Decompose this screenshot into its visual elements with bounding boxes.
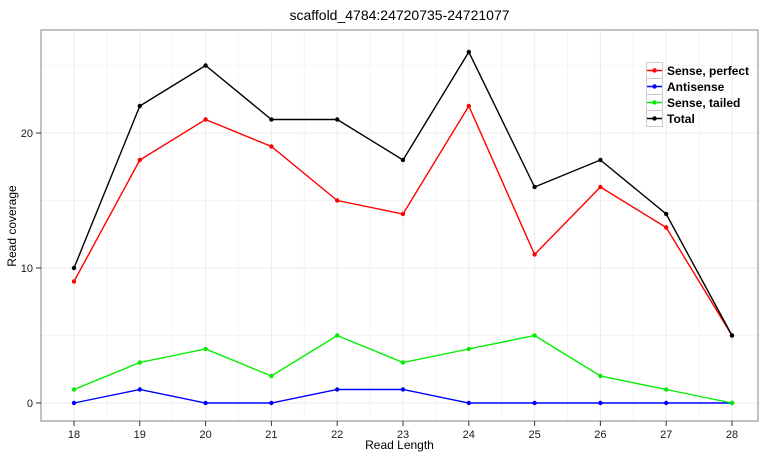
data-point	[466, 346, 471, 352]
data-point	[269, 144, 274, 149]
data-point	[598, 157, 603, 163]
x-tick-label: 28	[726, 429, 738, 441]
x-tick-label: 23	[397, 429, 409, 441]
legend-label: Sense, tailed	[667, 95, 741, 110]
data-point	[137, 157, 142, 163]
panel-border	[40, 29, 759, 422]
series-points-total	[71, 49, 735, 338]
axis-ticks	[36, 132, 733, 426]
legend-item: Sense, tailed	[646, 94, 749, 111]
data-point	[664, 387, 669, 392]
y-tick-label: 10	[21, 263, 33, 275]
data-point	[532, 333, 537, 338]
x-tick-label: 26	[594, 429, 606, 441]
data-point	[269, 373, 274, 379]
data-point	[335, 333, 340, 338]
legend-label: Total	[667, 111, 695, 126]
data-point	[137, 360, 142, 365]
data-point	[71, 265, 77, 271]
legend-key-glyph	[647, 68, 662, 73]
legend-key-antisense	[646, 78, 663, 95]
data-point	[400, 360, 406, 365]
data-point	[203, 117, 208, 122]
data-point	[729, 400, 735, 406]
data-point	[400, 157, 406, 163]
data-point	[203, 346, 208, 352]
legend-key-glyph	[647, 116, 662, 121]
data-point	[664, 400, 669, 406]
data-point	[400, 387, 406, 392]
data-point	[335, 117, 340, 122]
data-point	[598, 184, 603, 190]
data-point	[664, 225, 669, 230]
legend-key-sense-perfect	[646, 62, 663, 79]
legend-label: Antisense	[667, 79, 725, 94]
data-point	[729, 333, 735, 338]
legend-label: Sense, perfect	[667, 63, 750, 78]
legend-key-glyph	[647, 84, 662, 89]
x-tick-label: 25	[528, 429, 540, 441]
legend-item: Total	[646, 110, 749, 127]
x-tick-label: 21	[265, 429, 277, 441]
data-point	[269, 117, 274, 122]
data-point	[137, 103, 142, 109]
data-point	[335, 198, 340, 203]
data-point	[598, 400, 603, 406]
data-point	[466, 400, 471, 406]
x-tick-label: 24	[463, 429, 475, 441]
data-point	[532, 184, 537, 190]
x-tick-label: 19	[134, 429, 146, 441]
data-point	[71, 279, 77, 284]
legend: Sense, perfect Antisense Sense, tailed T…	[646, 62, 749, 127]
legend-key-sense-tailed	[646, 94, 663, 111]
data-point	[203, 400, 208, 406]
series-points-sense-tailed	[71, 333, 735, 406]
data-point	[203, 63, 208, 68]
legend-item: Antisense	[646, 78, 749, 95]
data-point	[335, 387, 340, 392]
data-point	[466, 49, 471, 55]
data-point	[598, 373, 603, 379]
x-tick-label: 27	[660, 429, 672, 441]
data-point	[400, 211, 406, 217]
data-point	[532, 252, 537, 257]
data-point	[664, 211, 669, 217]
data-point	[269, 400, 274, 406]
y-tick-label: 0	[27, 398, 33, 410]
x-tick-label: 18	[68, 429, 80, 441]
data-point	[137, 387, 142, 392]
x-tick-label: 20	[199, 429, 211, 441]
legend-key-glyph	[647, 100, 662, 105]
chart-title: scaffold_4784:24720735-24721077	[289, 7, 510, 23]
data-point	[532, 400, 537, 406]
legend-key-total	[646, 110, 663, 127]
y-tick-labels: 0 10 20	[21, 128, 33, 410]
data-point	[71, 387, 77, 392]
panel-background	[41, 30, 758, 421]
x-tick-label: 22	[331, 429, 343, 441]
x-tick-labels: 18 19 20 21 22 23 24 25 26 27 28	[68, 429, 738, 441]
data-point	[71, 400, 77, 406]
legend-item: Sense, perfect	[646, 62, 749, 79]
x-axis-title: Read Length	[365, 438, 434, 452]
y-tick-label: 20	[21, 128, 33, 140]
data-point	[466, 103, 471, 109]
